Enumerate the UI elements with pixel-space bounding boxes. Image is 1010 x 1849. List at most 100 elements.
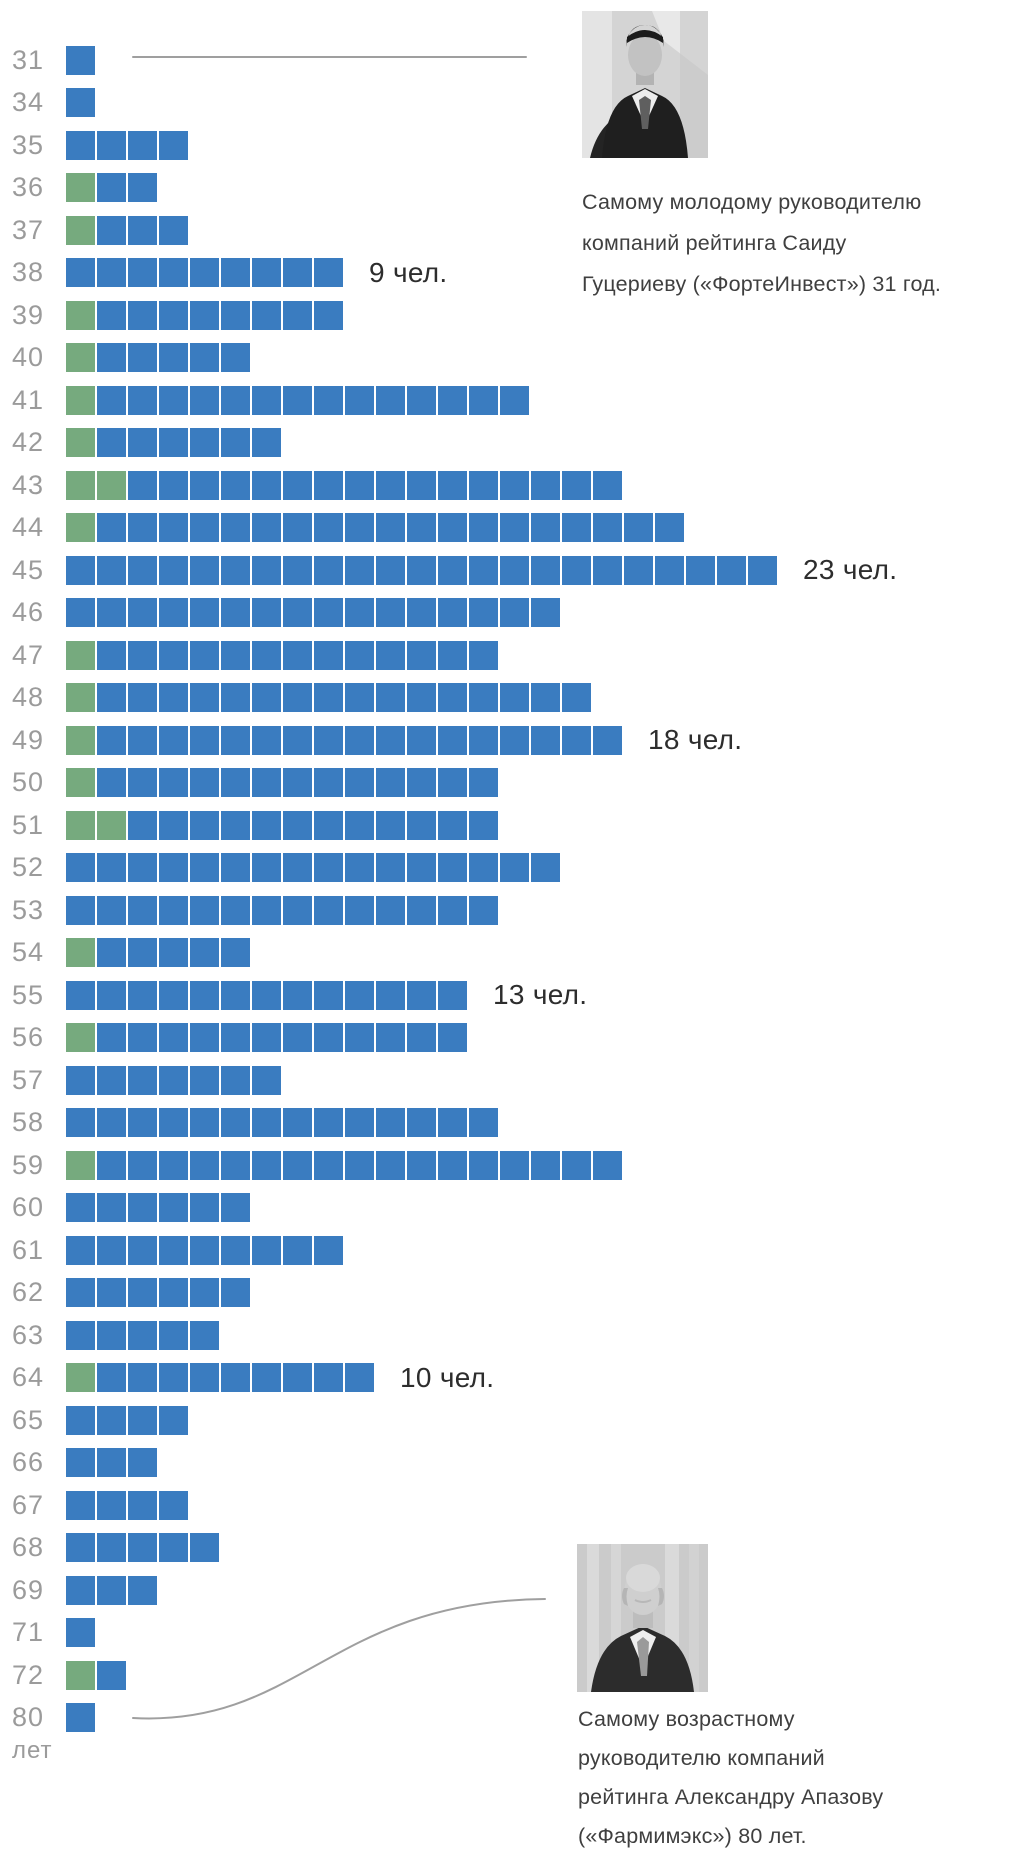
age-tick-label: 41 (12, 384, 45, 415)
age-tick-label: 60 (12, 1192, 45, 1222)
caption-line: («Фармимэкс») 80 лет. (578, 1824, 807, 1848)
person-square-blue (345, 598, 374, 627)
person-square-blue (469, 810, 498, 840)
person-square-blue (159, 640, 188, 670)
person-square-blue (469, 1108, 498, 1137)
person-square-blue (252, 513, 281, 542)
person-square-blue (221, 853, 250, 882)
person-square-blue (221, 725, 250, 755)
caption-line: компаний рейтинга Саиду (582, 231, 847, 255)
chart-row-age-66: 66 (0, 1448, 159, 1477)
person-square-blue (438, 640, 467, 670)
age-tick-label: 69 (12, 1574, 45, 1605)
person-square-blue (97, 1448, 126, 1477)
person-square-blue (190, 300, 219, 330)
person-square-blue (190, 1363, 219, 1392)
person-square-blue (128, 513, 157, 542)
person-square-blue (66, 895, 95, 925)
person-square-blue (190, 598, 219, 627)
person-square-blue (97, 1575, 126, 1605)
person-square-blue (345, 640, 374, 670)
count-callout: 13 чел. (493, 979, 588, 1010)
chart-row-age-54: 54 (0, 938, 252, 967)
person-square-blue (283, 1023, 312, 1052)
person-square-blue (221, 258, 250, 287)
person-square-blue (97, 1660, 126, 1690)
person-square-blue (97, 1363, 126, 1392)
person-square-blue (314, 470, 343, 500)
person-square-blue (314, 640, 343, 670)
person-square-blue (500, 598, 529, 627)
person-square-blue (221, 1235, 250, 1265)
person-square-blue (438, 768, 467, 797)
age-tick-label: 50 (12, 767, 45, 797)
person-square-green (66, 683, 95, 712)
person-square-green (66, 428, 95, 457)
person-square-blue (97, 300, 126, 330)
chart-row-age-43: 43 (0, 470, 624, 500)
count-callout: 23 чел. (803, 554, 898, 585)
person-square-blue (376, 640, 405, 670)
person-square-blue (407, 555, 436, 585)
person-square-blue (97, 725, 126, 755)
person-square-blue (283, 1363, 312, 1392)
person-square-blue (97, 173, 126, 202)
person-square-blue (407, 1023, 436, 1052)
person-square-blue (66, 45, 95, 75)
person-square-blue (252, 1023, 281, 1052)
chart-row-age-72: 72 (0, 1660, 128, 1690)
person-square-blue (97, 1023, 126, 1052)
person-square-blue (159, 1065, 188, 1095)
person-square-blue (97, 130, 126, 160)
person-square-green (66, 300, 95, 330)
chart-row-age-55: 55 13 чел. (0, 979, 588, 1010)
person-square-blue (97, 513, 126, 542)
person-square-blue (159, 258, 188, 287)
person-square-blue (345, 1150, 374, 1180)
person-square-blue (314, 1108, 343, 1137)
person-square-blue (376, 895, 405, 925)
person-square-blue (531, 683, 560, 712)
person-square-green (66, 1660, 95, 1690)
age-tick-label: 42 (12, 427, 45, 457)
person-square-blue (97, 1065, 126, 1095)
person-square-blue (593, 1150, 622, 1180)
person-square-blue (190, 1235, 219, 1265)
person-square-blue (128, 980, 157, 1010)
person-square-blue (66, 1193, 95, 1222)
count-callout: 9 чел. (369, 256, 448, 288)
person-square-blue (66, 1533, 95, 1562)
person-square-blue (562, 470, 591, 500)
person-square-blue (407, 725, 436, 755)
person-square-blue (97, 258, 126, 287)
person-square-blue (283, 853, 312, 882)
person-square-blue (128, 938, 157, 967)
person-square-blue (66, 1320, 95, 1350)
person-square-blue (376, 598, 405, 627)
person-square-blue (717, 555, 746, 585)
person-square-blue (500, 853, 529, 882)
person-square-blue (66, 1703, 95, 1732)
person-square-blue (469, 895, 498, 925)
age-tick-label: 57 (12, 1064, 45, 1095)
person-square-blue (221, 343, 250, 372)
person-square-blue (128, 1448, 157, 1477)
person-square-blue (407, 1150, 436, 1180)
person-square-blue (252, 895, 281, 925)
person-square-green (66, 385, 95, 415)
person-square-blue (407, 768, 436, 797)
person-square-blue (252, 810, 281, 840)
person-square-blue (252, 555, 281, 585)
person-square-blue (190, 853, 219, 882)
age-tick-label: 53 (12, 894, 45, 925)
person-square-blue (531, 470, 560, 500)
age-tick-label: 71 (12, 1617, 45, 1647)
person-square-blue (159, 1490, 188, 1520)
age-tick-label: 48 (12, 682, 45, 712)
person-square-blue (159, 980, 188, 1010)
person-square-blue (314, 683, 343, 712)
chart-row-age-71: 71 (0, 1618, 97, 1647)
person-square-blue (624, 513, 653, 542)
person-square-blue (221, 768, 250, 797)
person-square-blue (438, 810, 467, 840)
